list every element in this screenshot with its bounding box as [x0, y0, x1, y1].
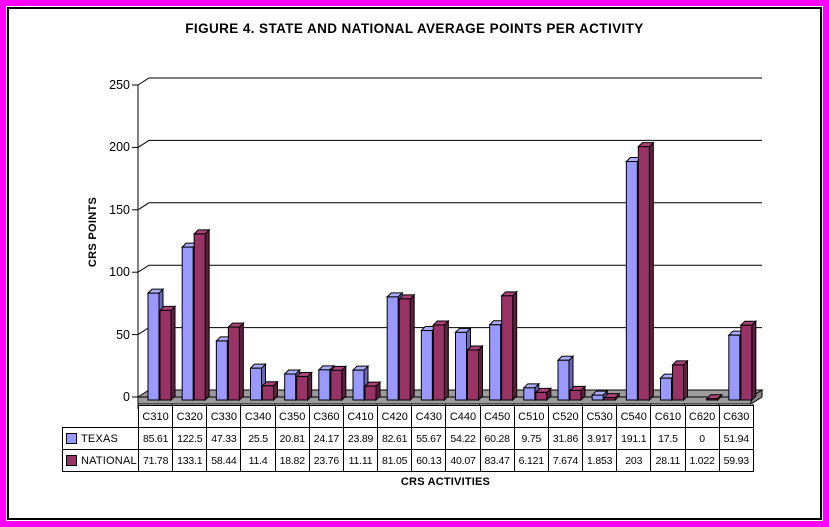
value-cell: 81.05	[377, 449, 413, 472]
value-cell: 1.853	[582, 449, 618, 472]
bar-national-c630	[739, 320, 758, 402]
category-header-cell: C450	[479, 405, 515, 428]
category-header-cell: C430	[411, 405, 447, 428]
value-cell: 24.17	[308, 427, 344, 450]
value-cell: 11.11	[342, 449, 379, 472]
legend-entry: TEXAS	[64, 432, 138, 445]
floor-side	[750, 389, 763, 405]
category-header-cell: C620	[684, 405, 720, 428]
value-cell: 54.22	[445, 427, 481, 450]
value-cell: 31.86	[547, 427, 584, 450]
category-header-cell: C610	[650, 405, 686, 428]
legend-label: NATIONAL	[81, 454, 137, 467]
value-cell: 60.13	[411, 449, 447, 472]
table-corner-spacer	[63, 406, 139, 428]
value-cell: 3.917	[582, 427, 618, 450]
value-cell: 17.5	[650, 427, 686, 450]
category-header-cell: C630	[718, 405, 754, 428]
value-cell: 59.93	[718, 449, 754, 472]
value-cell: 71.78	[137, 449, 174, 472]
value-cell: 85.61	[137, 427, 174, 450]
gridline	[137, 77, 762, 86]
value-cell: 7.674	[547, 449, 584, 472]
category-header-cell: C420	[377, 405, 413, 428]
value-cell: 47.33	[206, 427, 242, 450]
bar-national-c430	[432, 319, 450, 402]
value-cell: 203	[616, 449, 652, 472]
bar-national-c350	[295, 371, 313, 402]
bar-national-c610	[671, 359, 689, 402]
value-cell: 20.81	[274, 427, 310, 450]
y-tick-label: 0	[123, 390, 130, 404]
bar-national-c540	[637, 141, 655, 402]
value-cell: 51.94	[718, 427, 754, 450]
y-tick-label: 100	[109, 265, 130, 280]
category-header-cell: C320	[172, 405, 208, 428]
category-header-cell: C350	[274, 405, 310, 428]
category-header-cell: C440	[445, 405, 481, 428]
value-cell: 23.89	[342, 427, 379, 450]
bar-national-c410	[363, 380, 382, 402]
data-table: C310 C320 C330 C340 C350 C360 C410 C420 C430 C440…	[62, 405, 754, 472]
bar-national-c320	[192, 228, 211, 402]
y-tick-label: 200	[109, 140, 130, 155]
category-header-cell: C510	[513, 405, 549, 428]
value-cell: 55.67	[411, 427, 447, 450]
category-header-cell: C360	[308, 405, 344, 428]
value-cell: 11.4	[240, 449, 276, 472]
bar-national-c330	[227, 321, 245, 402]
bar-national-c620	[705, 393, 723, 402]
legend-swatch-national	[66, 455, 77, 466]
value-cell: 82.61	[377, 427, 413, 450]
bar-national-c520	[568, 385, 587, 402]
category-header-cell: C540	[616, 405, 652, 428]
x-axis-title: CRS ACTIVITIES	[400, 476, 491, 488]
gridline	[137, 202, 762, 211]
value-cell: 28.11	[650, 449, 686, 472]
y-tick-label: 150	[109, 202, 130, 217]
value-cell: 83.47	[479, 449, 515, 472]
gridline	[137, 139, 762, 148]
legend-cell-national: NATIONAL	[62, 449, 139, 472]
value-cell: 133.1	[172, 449, 208, 472]
value-cell: 25.5	[240, 427, 276, 450]
legend-label: TEXAS	[81, 432, 119, 445]
value-cell: 9.75	[513, 427, 549, 450]
value-cell: 18.82	[274, 449, 310, 472]
value-cell: 58.44	[206, 449, 242, 472]
bar-national-c530	[602, 392, 621, 402]
category-header-cell: C530	[582, 405, 618, 428]
value-cell: 191.1	[616, 427, 652, 450]
category-header-cell: C410	[342, 405, 379, 428]
legend-cell-texas: TEXAS	[62, 427, 139, 450]
bar-national-c340	[261, 380, 279, 402]
bar-texas-c530	[590, 389, 609, 402]
value-cell: 60.28	[479, 427, 515, 450]
bar-national-c510	[534, 387, 553, 402]
chart-title: FIGURE 4. STATE AND NATIONAL AVERAGE POI…	[185, 21, 644, 36]
value-cell: 23.76	[308, 449, 344, 472]
category-header-cell: C520	[547, 405, 584, 428]
y-tick-label: 50	[116, 327, 130, 342]
gridline	[137, 264, 762, 273]
legend-swatch-texas	[66, 433, 77, 444]
category-header-cell: C330	[206, 405, 242, 428]
y-tick-label: 250	[109, 78, 130, 92]
category-header-cell: C340	[240, 405, 276, 428]
value-cell: 40.07	[445, 449, 481, 472]
bar-national-c440	[466, 344, 484, 402]
bar-national-c450	[500, 290, 518, 402]
legend-entry: NATIONAL	[64, 454, 138, 467]
bar-national-c310	[158, 305, 177, 402]
category-header-cell: C310	[137, 405, 174, 428]
value-cell: 6.121	[513, 449, 549, 472]
bar-national-c420	[397, 293, 416, 402]
value-cell: 0	[684, 427, 720, 450]
value-cell: 122.5	[172, 427, 208, 450]
value-cell: 1.022	[684, 449, 720, 472]
bar-national-c360	[329, 365, 348, 402]
